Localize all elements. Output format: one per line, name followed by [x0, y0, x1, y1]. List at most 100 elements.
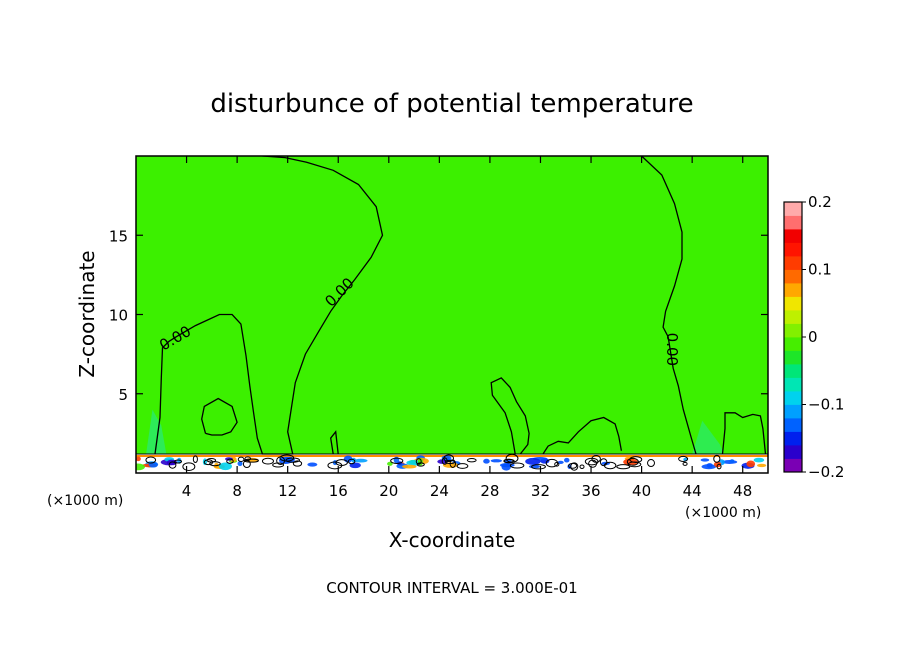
colorbar-swatch	[784, 229, 802, 243]
colorbar-swatch	[784, 364, 802, 378]
surface-blob	[483, 458, 490, 464]
colorbar-swatch	[784, 269, 802, 284]
surface-blob	[354, 458, 368, 463]
surface-contour	[554, 461, 560, 467]
x-tick-label: 24	[430, 482, 449, 500]
x-tick-label: 8	[232, 482, 242, 500]
colorbar-swatch	[784, 323, 802, 338]
colorbar-tick-label: −0.1	[808, 396, 844, 414]
contour-line-zero-4	[490, 377, 530, 455]
y-tick-label: 10	[109, 307, 128, 325]
contour-line-zero-0	[154, 156, 384, 455]
x-tick-label: 16	[329, 482, 348, 500]
surface-contour	[584, 457, 599, 466]
colorbar-swatch	[784, 215, 802, 230]
y-tick-label: 15	[109, 227, 128, 245]
surface-blob	[729, 459, 735, 464]
x-axis-ticks: 4 8 12 16 20 24 28 32 36 40 44 48	[182, 156, 752, 500]
colorbar-swatch	[784, 391, 802, 405]
surface-contour	[545, 458, 559, 468]
surface-contour	[603, 461, 617, 470]
colorbar-swatch	[784, 445, 802, 459]
colorbar-swatch	[784, 256, 802, 270]
surface-layer-detail	[136, 453, 768, 473]
surface-contour	[182, 462, 196, 472]
surface-contour	[327, 461, 343, 470]
surface-blob	[343, 455, 353, 463]
surface-contour	[503, 458, 514, 464]
y-tick-label: 5	[118, 386, 128, 404]
x-tick-label: 48	[733, 482, 752, 500]
x-unit-right: (×1000 m)	[685, 505, 761, 521]
surface-blob	[525, 457, 541, 465]
surface-blob	[402, 464, 417, 469]
contour-lines	[154, 156, 767, 455]
surface-contour	[531, 464, 546, 470]
colorbar-swatch	[784, 310, 802, 324]
surface-contour	[570, 462, 579, 471]
surface-contour	[237, 456, 245, 463]
surface-blob	[237, 461, 243, 467]
colorbar-swatch	[784, 418, 802, 432]
colorbar-tick-label: 0.2	[808, 193, 832, 211]
surface-blob	[136, 456, 141, 462]
surface-contour	[456, 463, 469, 469]
surface-contour	[449, 459, 457, 468]
surface-blob	[490, 459, 503, 463]
colorbar-tick-label: 0.1	[808, 261, 832, 279]
surface-contour	[244, 456, 252, 461]
surface-blob	[393, 456, 400, 464]
x-axis-label: X-coordinate	[389, 528, 516, 552]
contour-line-zero-1	[641, 156, 697, 455]
field-background	[136, 156, 768, 473]
x-tick-label: 20	[379, 482, 398, 500]
colorbar-swatch	[784, 458, 802, 473]
surface-contour	[466, 458, 477, 463]
plot-area: 0.000.000.00	[136, 156, 768, 473]
colorbar-swatch	[784, 283, 802, 297]
x-tick-label: 4	[182, 482, 192, 500]
surface-blob	[746, 460, 756, 468]
surface-contour	[145, 456, 157, 464]
shade-right	[692, 420, 724, 454]
surface-blob	[136, 463, 145, 471]
colorbar: 0.2 0.1 0 −0.1 −0.2	[783, 193, 844, 481]
colorbar-swatch	[784, 350, 802, 365]
surface-blob	[706, 463, 713, 468]
colorbar-swatch	[784, 431, 802, 446]
surface-contour	[272, 462, 285, 468]
x-unit-left: (×1000 m)	[47, 493, 123, 509]
surface-contour	[627, 461, 642, 468]
surface-contour	[261, 457, 274, 465]
surface-contour	[579, 464, 585, 470]
x-tick-label: 12	[278, 482, 297, 500]
contour-line-zero-5	[542, 416, 623, 455]
colorbar-swatch	[784, 202, 802, 216]
colorbar-swatch	[784, 242, 802, 257]
y-axis-label: Z-coordinate	[75, 250, 99, 377]
contour-line-zero-2	[201, 397, 238, 436]
colorbar-swatch	[784, 377, 802, 392]
surface-blob	[557, 460, 564, 464]
surface-blob	[177, 457, 182, 464]
cyan-shading-group	[146, 409, 724, 454]
surface-contour	[192, 455, 198, 464]
colorbar-tick-label: 0	[808, 328, 818, 346]
surface-blob	[564, 457, 570, 463]
surface-contour	[682, 461, 688, 466]
surface-contour	[168, 461, 177, 469]
colorbar-swatch	[784, 337, 802, 351]
shade-left	[146, 409, 167, 454]
colorbar-swatch	[784, 404, 802, 419]
contour-line-zero-3	[330, 430, 339, 455]
x-tick-label: 28	[480, 482, 499, 500]
colorbar-swatch	[784, 296, 802, 311]
surface-contour	[415, 458, 422, 465]
x-tick-label: 32	[531, 482, 550, 500]
surface-blob	[218, 462, 232, 471]
colorbar-tick-label: −0.2	[808, 463, 844, 481]
surface-contour	[209, 461, 221, 467]
contour-interval-text: CONTOUR INTERVAL = 3.000E-01	[326, 579, 577, 597]
surface-contour	[347, 458, 356, 465]
